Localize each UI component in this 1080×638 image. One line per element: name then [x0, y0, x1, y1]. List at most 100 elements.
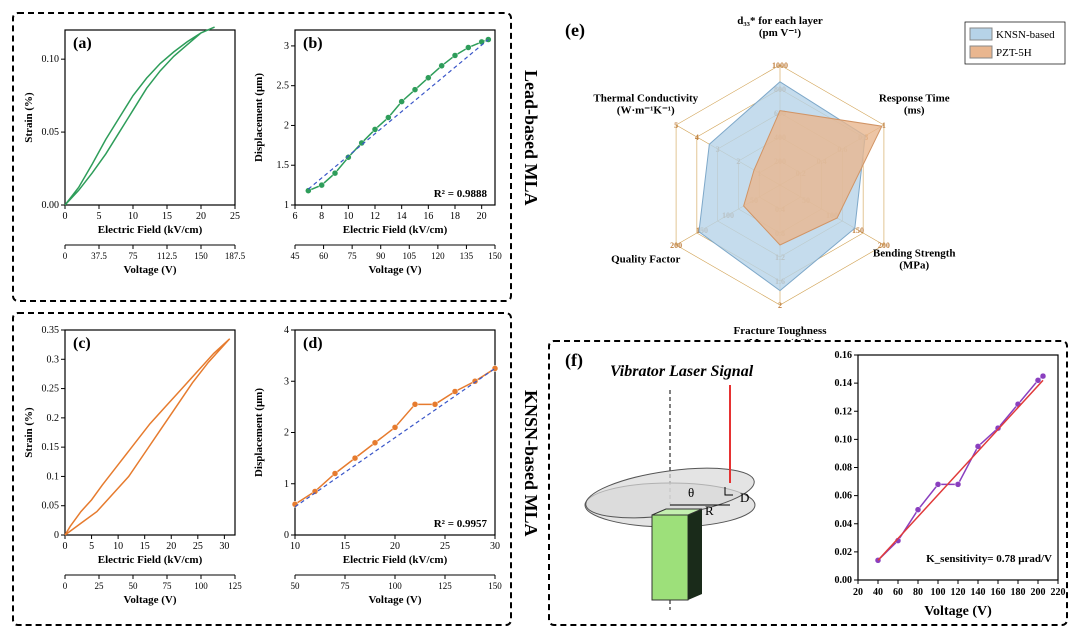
svg-text:0.14: 0.14: [835, 378, 853, 389]
svg-text:4: 4: [695, 133, 699, 142]
svg-text:75: 75: [129, 251, 139, 261]
svg-text:(ms): (ms): [904, 105, 925, 117]
svg-text:0: 0: [54, 530, 59, 541]
svg-text:KNSN-based: KNSN-based: [996, 29, 1055, 41]
svg-text:105: 105: [403, 251, 417, 261]
svg-text:Voltage (V): Voltage (V): [123, 264, 176, 276]
svg-text:(d): (d): [303, 335, 323, 352]
svg-text:0.05: 0.05: [42, 127, 60, 138]
svg-text:3: 3: [284, 376, 289, 387]
svg-text:10: 10: [343, 211, 353, 222]
svg-text:150: 150: [194, 251, 208, 261]
svg-text:75: 75: [348, 251, 358, 261]
svg-text:Thermal Conductivity: Thermal Conductivity: [593, 93, 698, 105]
svg-text:D: D: [740, 490, 749, 505]
svg-text:(W·m⁻¹K⁻¹): (W·m⁻¹K⁻¹): [617, 105, 675, 117]
svg-text:R² = 0.9957: R² = 0.9957: [434, 518, 488, 530]
svg-text:Voltage (V): Voltage (V): [368, 594, 421, 606]
svg-text:0.12: 0.12: [835, 406, 853, 417]
svg-text:2: 2: [284, 428, 289, 439]
svg-text:25: 25: [193, 541, 203, 552]
svg-text:18: 18: [450, 211, 460, 222]
svg-text:180: 180: [1011, 587, 1026, 598]
svg-text:25: 25: [440, 541, 450, 552]
svg-text:40: 40: [873, 587, 883, 598]
svg-text:14: 14: [397, 211, 407, 222]
label-lead: Lead-based MLA: [520, 70, 541, 206]
svg-text:0.1: 0.1: [47, 471, 60, 482]
svg-text:1: 1: [882, 121, 886, 130]
svg-text:150: 150: [488, 251, 502, 261]
svg-text:75: 75: [341, 581, 351, 591]
svg-text:0.10: 0.10: [42, 54, 60, 65]
chart-c: 00.050.10.150.20.250.30.35051015202530El…: [20, 320, 245, 620]
svg-text:160: 160: [991, 587, 1006, 598]
svg-text:3: 3: [284, 41, 289, 52]
svg-text:0.3: 0.3: [47, 354, 60, 365]
svg-text:112.5: 112.5: [157, 251, 177, 261]
svg-text:(Mpa·m^(1/2)): (Mpa·m^(1/2)): [745, 337, 815, 340]
svg-text:75: 75: [163, 581, 173, 591]
svg-text:150: 150: [488, 581, 502, 591]
svg-text:Fracture Toughness: Fracture Toughness: [733, 325, 827, 337]
svg-text:0.00: 0.00: [42, 200, 60, 211]
svg-text:Quality Factor: Quality Factor: [611, 254, 680, 266]
svg-text:Strain (%): Strain (%): [23, 92, 35, 143]
chart-a: 0.000.050.100510152025Electric Field (kV…: [20, 20, 245, 290]
svg-text:0.02: 0.02: [835, 547, 853, 558]
svg-text:120: 120: [431, 251, 445, 261]
svg-text:135: 135: [460, 251, 474, 261]
svg-text:0.35: 0.35: [42, 325, 60, 336]
svg-text:Vibrator Laser Signal: Vibrator Laser Signal: [610, 363, 754, 380]
svg-text:50: 50: [129, 581, 139, 591]
svg-text:R² = 0.9888: R² = 0.9888: [434, 188, 488, 200]
label-knsn: KNSN-based MLA: [520, 390, 541, 537]
figure-root: Lead-based MLA KNSN-based MLA (e) 0.000.…: [10, 10, 1070, 628]
chart-e: 2004006008001000d₃₃* for each layer(pm V…: [550, 10, 1070, 340]
chart-d: 012341015202530Electric Field (kV/cm)Dis…: [250, 320, 505, 620]
svg-text:5: 5: [89, 541, 94, 552]
svg-text:220: 220: [1051, 587, 1066, 598]
svg-text:5: 5: [674, 121, 678, 130]
svg-text:K_sensitivity= 0.78 μrad/V: K_sensitivity= 0.78 μrad/V: [926, 553, 1052, 565]
svg-text:Voltage (V): Voltage (V): [924, 604, 992, 619]
chart-f-plot: 204060801001201401601802002200.000.020.0…: [818, 345, 1066, 625]
chart-f-diagram: Vibrator Laser SignalθRD: [555, 350, 815, 620]
svg-text:0: 0: [63, 251, 68, 261]
svg-text:Voltage (V): Voltage (V): [123, 594, 176, 606]
svg-text:6: 6: [293, 211, 298, 222]
svg-text:0.2: 0.2: [47, 413, 60, 424]
svg-text:(a): (a): [73, 35, 92, 52]
svg-text:60: 60: [893, 587, 903, 598]
svg-text:1.5: 1.5: [277, 160, 290, 171]
svg-text:20: 20: [477, 211, 487, 222]
svg-text:0.05: 0.05: [42, 501, 60, 512]
svg-text:30: 30: [490, 541, 500, 552]
svg-text:140: 140: [971, 587, 986, 598]
svg-text:(pm V⁻¹): (pm V⁻¹): [759, 27, 802, 39]
svg-text:100: 100: [931, 587, 946, 598]
svg-text:10: 10: [113, 541, 123, 552]
svg-text:4: 4: [284, 325, 289, 336]
svg-text:12: 12: [370, 211, 380, 222]
svg-text:200: 200: [670, 241, 682, 250]
svg-text:Electric Field (kV/cm): Electric Field (kV/cm): [343, 224, 448, 236]
svg-text:1: 1: [284, 200, 289, 211]
svg-text:2.5: 2.5: [277, 81, 290, 92]
svg-text:50: 50: [291, 581, 301, 591]
svg-text:0.04: 0.04: [835, 519, 853, 530]
svg-text:25: 25: [230, 211, 240, 222]
svg-text:15: 15: [340, 541, 350, 552]
svg-text:25: 25: [95, 581, 105, 591]
svg-text:2: 2: [284, 120, 289, 131]
svg-text:0: 0: [63, 541, 68, 552]
svg-text:45: 45: [291, 251, 301, 261]
svg-text:0.15: 0.15: [42, 442, 60, 453]
svg-text:37.5: 37.5: [91, 251, 107, 261]
svg-text:1: 1: [284, 479, 289, 490]
svg-text:187.5: 187.5: [225, 251, 245, 261]
svg-text:200: 200: [1031, 587, 1046, 598]
svg-text:100: 100: [194, 581, 208, 591]
svg-text:Displacement (μm): Displacement (μm): [253, 73, 265, 162]
svg-text:120: 120: [951, 587, 966, 598]
